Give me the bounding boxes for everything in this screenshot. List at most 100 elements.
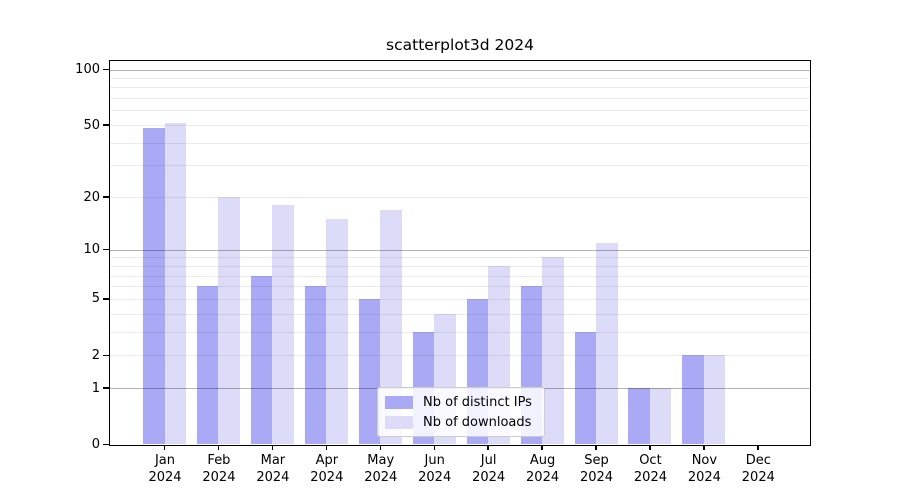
x-tick-label: Jun 2024 bbox=[403, 453, 467, 486]
bar-nb-of-downloads-oct bbox=[649, 388, 672, 445]
x-tick-year: 2024 bbox=[202, 469, 236, 485]
legend-item-distinct-ips: Nb of distinct IPs bbox=[385, 395, 536, 410]
bar-nb-of-distinct-ips-may bbox=[358, 298, 381, 445]
y-tick-label: 5 bbox=[91, 291, 100, 307]
y-tick bbox=[103, 443, 109, 446]
gridline-minor bbox=[109, 286, 810, 288]
x-tick bbox=[325, 444, 327, 450]
legend-swatch-distinct-ips bbox=[385, 395, 413, 409]
x-tick-year: 2024 bbox=[526, 469, 560, 485]
x-tick-month: Jan bbox=[154, 453, 176, 468]
gridline-minor bbox=[109, 355, 810, 357]
x-tick-label: Jul 2024 bbox=[457, 453, 521, 486]
x-tick-label: Nov 2024 bbox=[672, 453, 736, 486]
gridline-minor bbox=[109, 142, 810, 144]
y-tick bbox=[103, 68, 109, 71]
x-tick-month: Mar bbox=[260, 453, 286, 468]
x-tick-month: Apr bbox=[315, 453, 339, 468]
bar-nb-of-distinct-ips-sep bbox=[574, 331, 597, 445]
x-tick bbox=[379, 444, 381, 450]
x-tick bbox=[703, 444, 705, 450]
x-tick-label: Dec 2024 bbox=[726, 453, 790, 486]
x-tick-year: 2024 bbox=[741, 469, 775, 485]
y-tick-label: 20 bbox=[83, 189, 100, 205]
gridline-minor bbox=[109, 197, 810, 199]
gridline-minor bbox=[109, 275, 810, 277]
y-tick bbox=[103, 248, 109, 251]
gridline-minor bbox=[109, 110, 810, 112]
x-tick-label: Feb 2024 bbox=[187, 453, 251, 486]
x-tick-year: 2024 bbox=[418, 469, 452, 485]
y-tick-label: 100 bbox=[75, 62, 100, 77]
chart-title: scatterplot3d 2024 bbox=[386, 36, 534, 54]
bar-nb-of-distinct-ips-nov bbox=[682, 355, 704, 445]
bar-nb-of-downloads-feb bbox=[218, 197, 240, 445]
bar-nb-of-distinct-ips-mar bbox=[250, 275, 273, 445]
y-tick bbox=[103, 387, 109, 389]
y-tick bbox=[103, 196, 109, 198]
gridline-minor bbox=[109, 257, 810, 259]
x-tick-label: May 2024 bbox=[349, 453, 413, 486]
gridline-minor bbox=[109, 77, 810, 79]
y-tick bbox=[103, 298, 109, 300]
x-tick-label: Oct 2024 bbox=[618, 453, 682, 486]
bar-nb-of-downloads-nov bbox=[703, 355, 726, 445]
legend: Nb of distinct IPs Nb of downloads bbox=[377, 387, 545, 437]
x-tick-month: Jul bbox=[480, 453, 497, 468]
x-tick-month: Dec bbox=[745, 453, 771, 468]
x-tick-label: Sep 2024 bbox=[565, 453, 629, 486]
gridline-minor bbox=[109, 98, 810, 100]
y-tick-label: 1 bbox=[91, 380, 100, 396]
x-tick-label: Mar 2024 bbox=[241, 453, 305, 486]
gridline-major bbox=[109, 69, 810, 71]
bar-nb-of-downloads-aug bbox=[542, 257, 564, 445]
x-tick-month: Aug bbox=[529, 453, 556, 468]
x-tick bbox=[271, 444, 274, 450]
legend-label-downloads: Nb of downloads bbox=[423, 414, 532, 430]
gridline-major bbox=[109, 249, 810, 251]
y-tick bbox=[103, 354, 109, 356]
x-tick-year: 2024 bbox=[633, 469, 667, 485]
x-tick bbox=[541, 444, 543, 450]
y-tick-label: 2 bbox=[91, 347, 100, 363]
legend-label-distinct-ips: Nb of distinct IPs bbox=[423, 394, 532, 410]
legend-swatch-downloads bbox=[385, 415, 413, 429]
bar-nb-of-distinct-ips-feb bbox=[196, 286, 219, 445]
gridline-minor bbox=[109, 125, 810, 127]
x-tick-year: 2024 bbox=[310, 469, 344, 485]
x-tick-year: 2024 bbox=[148, 469, 182, 485]
x-tick bbox=[649, 444, 651, 450]
gridline-minor bbox=[109, 87, 810, 89]
x-tick bbox=[757, 444, 759, 450]
y-tick bbox=[103, 124, 109, 126]
gridline-minor bbox=[109, 331, 810, 333]
y-tick-label: 0 bbox=[91, 437, 100, 452]
x-tick-year: 2024 bbox=[687, 469, 721, 485]
x-tick-year: 2024 bbox=[364, 469, 398, 485]
x-tick-month: Sep bbox=[584, 453, 609, 468]
bar-nb-of-downloads-jan bbox=[164, 123, 186, 445]
gridline-minor bbox=[109, 298, 810, 300]
x-tick-label: Jan 2024 bbox=[133, 453, 197, 486]
gridline-minor bbox=[109, 313, 810, 315]
bar-nb-of-downloads-mar bbox=[272, 205, 294, 445]
x-tick-label: Apr 2024 bbox=[295, 453, 359, 486]
bar-nb-of-downloads-may bbox=[380, 209, 402, 445]
gridline-minor bbox=[109, 165, 810, 167]
x-tick-year: 2024 bbox=[579, 469, 614, 485]
gridline-minor bbox=[109, 265, 810, 267]
x-tick bbox=[487, 444, 489, 450]
y-tick-label: 10 bbox=[83, 242, 100, 258]
x-tick bbox=[595, 444, 597, 450]
x-tick-month: Nov bbox=[691, 453, 718, 468]
x-tick-year: 2024 bbox=[472, 469, 506, 485]
x-tick-year: 2024 bbox=[256, 469, 290, 485]
x-tick bbox=[433, 444, 435, 450]
bar-nb-of-downloads-sep bbox=[596, 242, 618, 445]
x-tick-month: Feb bbox=[207, 453, 231, 468]
x-tick-month: May bbox=[367, 453, 395, 468]
legend-item-downloads: Nb of downloads bbox=[385, 415, 536, 430]
y-tick-label: 50 bbox=[83, 117, 100, 133]
x-tick-label: Aug 2024 bbox=[511, 453, 575, 486]
